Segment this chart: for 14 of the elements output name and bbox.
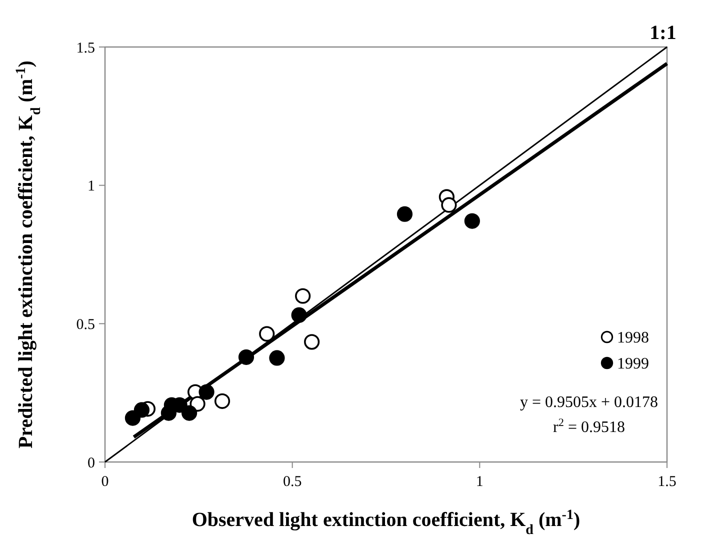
annotation: r$^{2}$ = 0.9518 <box>553 417 625 436</box>
y-tick-label: 1.5 <box>76 40 95 56</box>
x-axis-title: Observed light extinction coefficient, K$_{d}$ (m$^{-1}$) <box>192 508 580 538</box>
y-tick-label: 0 <box>88 455 95 472</box>
annotation: y = 0.9505x + 0.0178 <box>520 394 658 411</box>
x-tick-label: 0.5 <box>282 474 302 490</box>
legend-label: 1999 <box>617 356 649 373</box>
legend-label: 1998 <box>617 330 649 347</box>
y-tick-label: 0.5 <box>76 316 95 333</box>
x-tick-label: 1 <box>476 474 484 490</box>
x-tick-label: 1.5 <box>658 474 676 490</box>
y-tick-label: 1 <box>88 178 95 195</box>
x-tick-label: 0 <box>101 474 109 490</box>
series-label: 1:1 <box>650 22 676 44</box>
